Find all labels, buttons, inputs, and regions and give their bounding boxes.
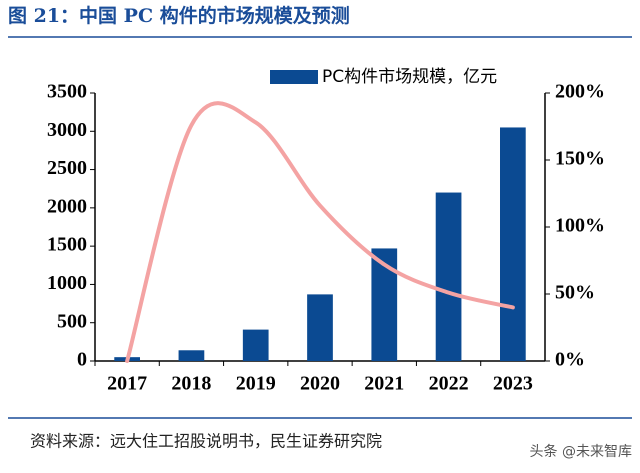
- source: 资料来源：远大住工招股说明书，民生证券研究院: [30, 432, 382, 451]
- x-tick-label: 2021: [364, 373, 404, 395]
- bar: [435, 192, 462, 361]
- x-tick-label: 2020: [300, 373, 340, 395]
- y-tick-label: 1500: [47, 234, 87, 256]
- y2-tick-label: 100%: [555, 215, 605, 237]
- y-tick-label: 3500: [47, 81, 87, 103]
- x-tick-label: 2019: [236, 373, 276, 395]
- y-tick-label: 1000: [47, 272, 87, 294]
- bar: [371, 248, 398, 361]
- y-tick-label: 2000: [47, 195, 87, 217]
- x-tick-label: 2018: [171, 373, 211, 395]
- y2-tick-label: 50%: [555, 282, 595, 304]
- bar: [178, 350, 205, 361]
- bar: [500, 127, 526, 361]
- x-tick-label: 2017: [107, 373, 147, 395]
- x-tick-label: 2023: [493, 373, 533, 395]
- watermark: 头条 @未来智库: [530, 443, 632, 460]
- title: 图 21：中国 PC 构件的市场规模及预测: [8, 4, 350, 27]
- y2-tick-label: 0%: [555, 349, 585, 371]
- line: [125, 101, 515, 363]
- bar: [242, 329, 269, 361]
- x-tick-label: 2022: [429, 373, 469, 395]
- legend-label: PC构件市场规模，亿元: [322, 67, 497, 87]
- y-tick-label: 2500: [47, 157, 87, 179]
- bar: [307, 294, 333, 361]
- y-tick-label: 0: [77, 349, 87, 371]
- y2-tick-label: 150%: [555, 148, 605, 170]
- y-tick-label: 500: [57, 310, 87, 332]
- y2-tick-label: 200%: [555, 81, 605, 103]
- y-tick-label: 3000: [47, 119, 87, 141]
- legend-swatch: [270, 70, 318, 84]
